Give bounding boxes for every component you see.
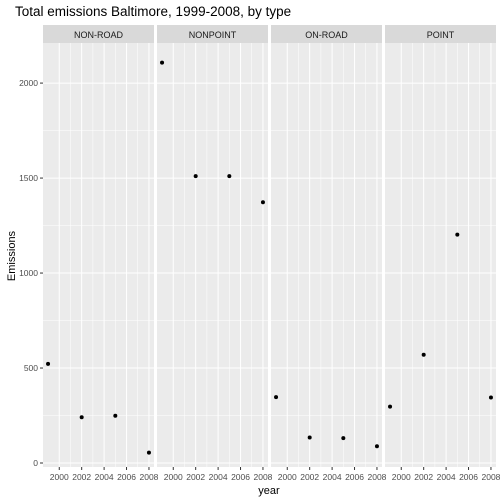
panel-background <box>157 43 268 467</box>
y-axis: 0 500 1000 1500 2000 <box>19 78 43 468</box>
x-tick-label: 2004 <box>95 472 114 482</box>
y-tick-label: 1000 <box>19 268 38 278</box>
data-point <box>421 352 426 357</box>
facet-label: NON-ROAD <box>74 30 123 40</box>
chart-title: Total emissions Baltimore, 1999-2008, by… <box>15 4 291 19</box>
data-point <box>274 395 279 400</box>
facet-strip <box>271 25 382 43</box>
x-tick-label: 2002 <box>414 472 433 482</box>
panel-background <box>43 43 154 467</box>
data-point <box>79 415 84 420</box>
y-tick-label: 1500 <box>19 173 38 183</box>
facet-panel-on-road: ON-ROAD <box>271 25 382 467</box>
x-tick-label: 2006 <box>231 472 250 482</box>
x-tick-label: 2002 <box>186 472 205 482</box>
facet-panel-non-road: NON-ROAD <box>43 25 154 467</box>
x-tick-label: 2006 <box>459 472 478 482</box>
x-axis-label: year <box>258 485 280 497</box>
data-point <box>307 435 312 440</box>
x-tick-label: 2000 <box>392 472 411 482</box>
x-axis-non-road: 2000 2002 2004 2006 2008 <box>50 467 159 482</box>
data-point <box>160 60 165 65</box>
data-point <box>46 361 51 366</box>
panel-background <box>385 43 496 467</box>
x-tick-label: 2002 <box>72 472 91 482</box>
facet-panels: NON-ROAD NONPOINT ON-ROAD POINT <box>43 25 496 467</box>
y-tick-label: 2000 <box>19 78 38 88</box>
x-tick-label: 2004 <box>323 472 342 482</box>
y-tick-label: 500 <box>24 363 38 373</box>
y-tick-label: 0 <box>33 458 38 468</box>
x-tick-label: 2008 <box>253 472 272 482</box>
data-point <box>388 404 393 409</box>
facet-label: NONPOINT <box>189 30 237 40</box>
data-point <box>227 174 232 179</box>
x-tick-label: 2008 <box>481 472 500 482</box>
facet-strip <box>157 25 268 43</box>
x-tick-label: 2000 <box>164 472 183 482</box>
data-point <box>374 444 379 449</box>
facet-label: ON-ROAD <box>305 30 348 40</box>
data-point <box>455 232 460 237</box>
x-tick-label: 2004 <box>437 472 456 482</box>
x-axes: 2000 2002 2004 2006 2008 2000 2002 2004 2006 2008… <box>50 467 500 482</box>
data-point <box>488 395 493 400</box>
facet-strip <box>43 25 154 43</box>
x-tick-label: 2002 <box>300 472 319 482</box>
x-tick-label: 2008 <box>367 472 386 482</box>
x-tick-label: 2006 <box>345 472 364 482</box>
x-tick-label: 2008 <box>139 472 158 482</box>
x-tick-label: 2004 <box>209 472 228 482</box>
data-point <box>146 450 151 455</box>
x-axis-on-road: 2000 2002 2004 2006 2008 <box>278 467 387 482</box>
x-axis-point: 2000 2002 2004 2006 2008 <box>392 467 500 482</box>
x-tick-label: 2000 <box>50 472 69 482</box>
y-axis-label: Emissions <box>6 230 18 281</box>
data-point <box>260 200 265 205</box>
x-axis-nonpoint: 2000 2002 2004 2006 2008 <box>164 467 273 482</box>
data-point <box>113 413 118 418</box>
facet-panel-point: POINT <box>385 25 496 467</box>
x-tick-label: 2006 <box>117 472 136 482</box>
facet-label: POINT <box>427 30 455 40</box>
data-point <box>193 174 198 179</box>
panel-background <box>271 43 382 467</box>
data-point <box>341 436 346 441</box>
facet-panel-nonpoint: NONPOINT <box>157 25 268 467</box>
facet-strip <box>385 25 496 43</box>
x-tick-label: 2000 <box>278 472 297 482</box>
